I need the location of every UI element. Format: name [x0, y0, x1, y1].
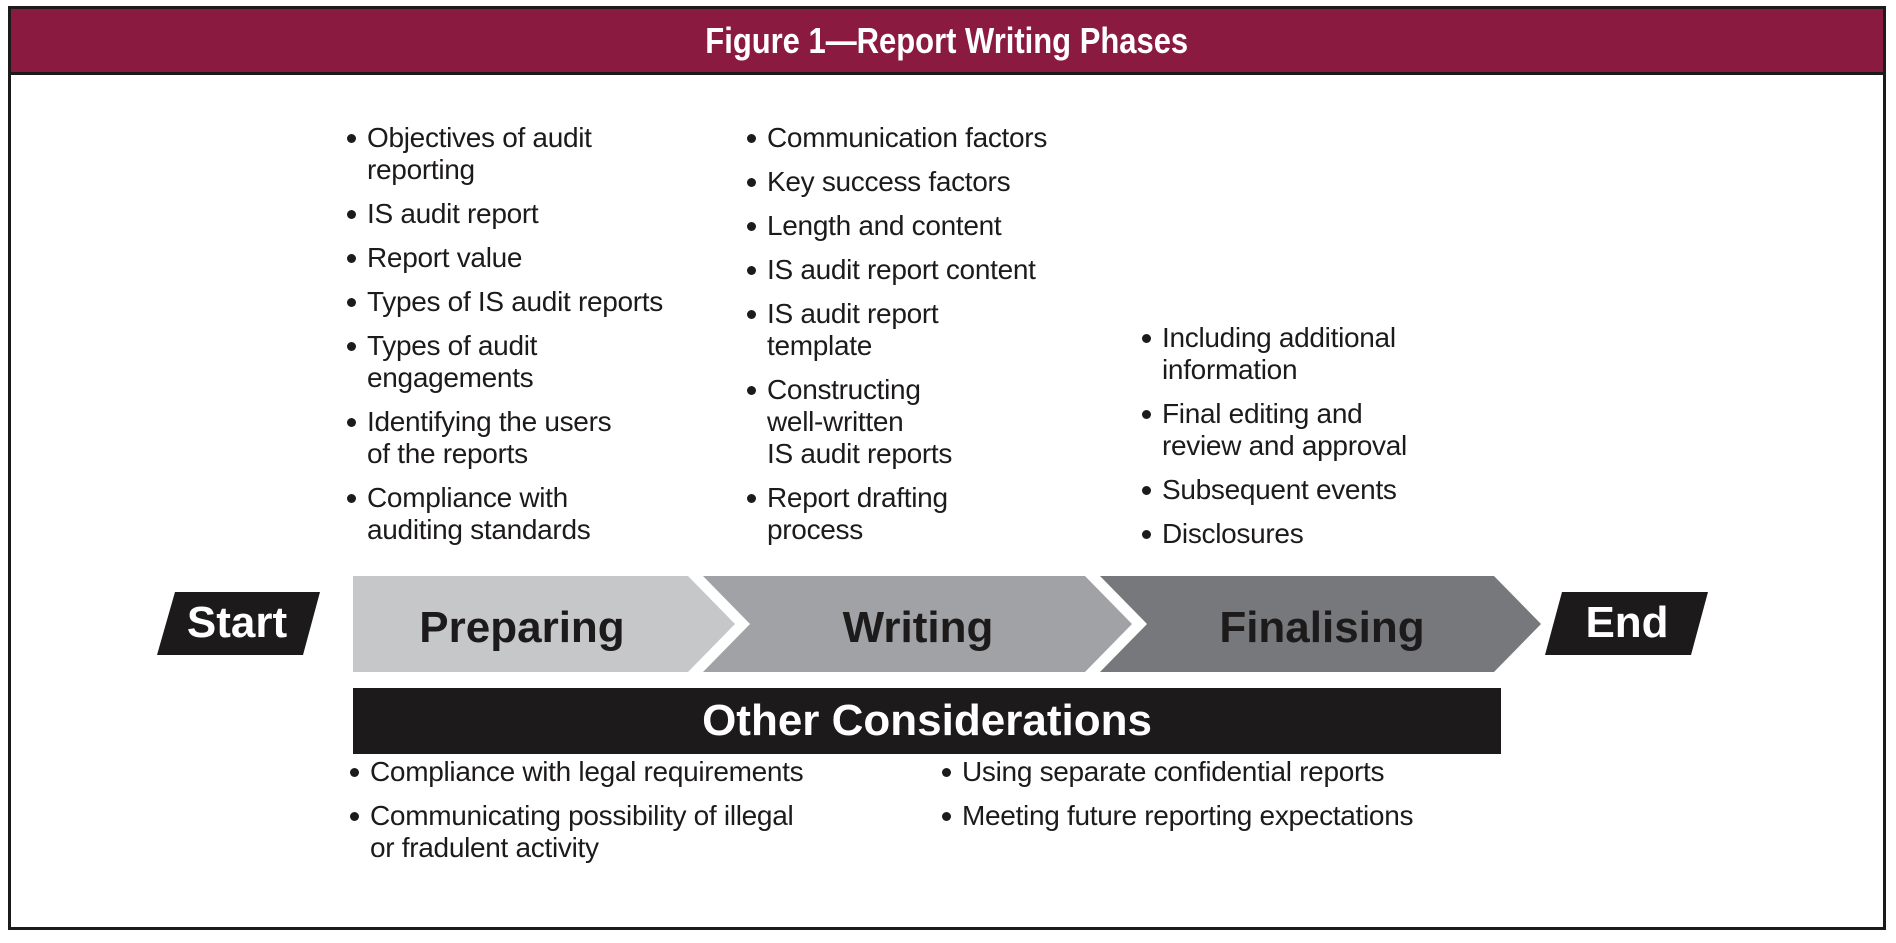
bullet-text: Report drafting process: [767, 482, 948, 545]
bullet-item: Communication factors: [745, 122, 1105, 154]
bullet-item: Subsequent events: [1140, 474, 1500, 506]
bullet-item: Types of audit engagements: [345, 330, 705, 394]
other-considerations-title: Other Considerations: [702, 696, 1152, 745]
other-considerations-right-list: Using separate confidential reports Meeti…: [940, 756, 1500, 844]
bullet-item: Identifying the users of the reports: [345, 406, 705, 470]
bullet-item: Using separate confidential reports: [940, 756, 1500, 788]
other-considerations-left-list: Compliance with legal requirements Commun…: [348, 756, 908, 876]
bullet-item: Compliance with legal requirements: [348, 756, 908, 788]
other-considerations-bar: Other Considerations: [353, 688, 1501, 754]
bullet-item: Report drafting process: [745, 482, 1105, 546]
start-tag: [157, 592, 320, 655]
bullet-item: Meeting future reporting expectations: [940, 800, 1500, 832]
phase-arrow-finalising: [1100, 576, 1541, 672]
bullet-text: Using separate confidential reports: [962, 756, 1385, 787]
bullet-item: Disclosures: [1140, 518, 1500, 550]
title-bar: Figure 1—Report Writing Phases: [11, 9, 1883, 75]
bullet-text: IS audit report content: [767, 254, 1036, 285]
bullet-item: IS audit report content: [745, 254, 1105, 286]
bullet-text: Length and content: [767, 210, 1002, 241]
end-tag: [1545, 592, 1708, 655]
bullet-item: Including additional information: [1140, 322, 1500, 386]
bullet-text: Including additional information: [1162, 322, 1396, 385]
phase-arrow-preparing: [353, 576, 735, 672]
bullet-text: Final editing and review and approval: [1162, 398, 1407, 461]
bullet-text: IS audit report template: [767, 298, 939, 361]
bullet-item: Report value: [345, 242, 705, 274]
bullet-text: Compliance with auditing standards: [367, 482, 591, 545]
phase-label-preparing: Preparing: [419, 603, 624, 652]
bullet-text: Identifying the users of the reports: [367, 406, 612, 469]
bullet-item: IS audit report template: [745, 298, 1105, 362]
bullet-item: Types of IS audit reports: [345, 286, 705, 318]
preparing-topics-list: Objectives of audit reporting IS audit re…: [345, 122, 705, 558]
bullet-text: Communicating possibility of illegal or …: [370, 800, 794, 863]
bullet-text: Key success factors: [767, 166, 1011, 197]
bullet-item: Final editing and review and approval: [1140, 398, 1500, 462]
end-label: End: [1585, 598, 1668, 647]
bullet-text: IS audit report: [367, 198, 539, 229]
bullet-item: Length and content: [745, 210, 1105, 242]
bullet-text: Report value: [367, 242, 523, 273]
figure-title: Figure 1—Report Writing Phases: [705, 19, 1189, 61]
writing-topics-list: Communication factors Key success factors…: [745, 122, 1105, 558]
phase-label-writing: Writing: [843, 603, 994, 652]
bullet-text: Objectives of audit reporting: [367, 122, 592, 185]
start-label: Start: [187, 598, 288, 647]
bullet-text: Compliance with legal requirements: [370, 756, 804, 787]
bullet-item: Constructing well-written IS audit repor…: [745, 374, 1105, 470]
bullet-text: Communication factors: [767, 122, 1048, 153]
bullet-item: Compliance with auditing standards: [345, 482, 705, 546]
phase-label-finalising: Finalising: [1219, 603, 1424, 652]
bullet-text: Disclosures: [1162, 518, 1304, 549]
bullet-item: IS audit report: [345, 198, 705, 230]
bullet-text: Meeting future reporting expectations: [962, 800, 1414, 831]
bullet-item: Communicating possibility of illegal or …: [348, 800, 908, 864]
bullet-item: Objectives of audit reporting: [345, 122, 705, 186]
bullet-text: Constructing well-written IS audit repor…: [767, 374, 953, 469]
phase-arrow-writing: [703, 576, 1132, 672]
bullet-item: Key success factors: [745, 166, 1105, 198]
bullet-text: Subsequent events: [1162, 474, 1397, 505]
bullet-text: Types of audit engagements: [367, 330, 538, 393]
bullet-text: Types of IS audit reports: [367, 286, 663, 317]
finalising-topics-list: Including additional information Final ed…: [1140, 322, 1500, 562]
